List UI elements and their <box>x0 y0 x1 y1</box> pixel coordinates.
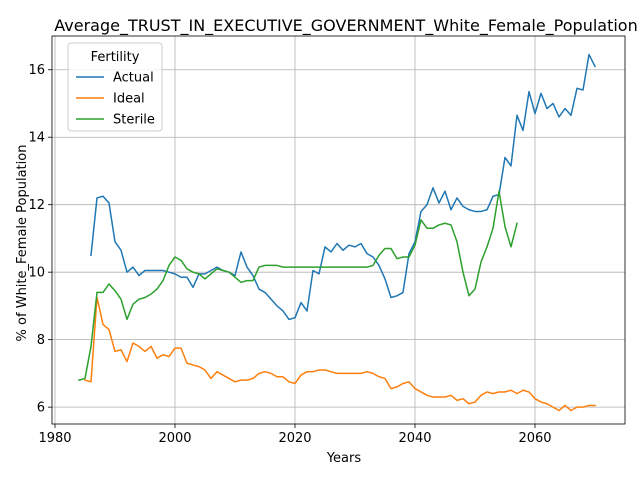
legend: Fertility Actual Ideal Sterile <box>67 42 163 132</box>
x-tick-label: 2000 <box>158 431 191 446</box>
axis-ticks: 1980 2000 2020 2040 2060 6 8 10 12 14 16 <box>28 63 551 446</box>
x-tick-label: 2020 <box>278 431 311 446</box>
y-tick-label: 6 <box>37 401 45 416</box>
series-lines <box>78 53 597 412</box>
y-tick-label: 14 <box>28 131 45 146</box>
y-tick-label: 16 <box>28 63 45 78</box>
y-axis-label: % of White_Female Population <box>15 145 30 342</box>
series-line-sterile <box>78 190 518 382</box>
legend-title: Fertility <box>91 50 140 65</box>
plot-frame <box>51 35 626 425</box>
x-tick-label: 2060 <box>518 431 551 446</box>
legend-box <box>67 42 163 132</box>
y-tick-label: 12 <box>28 198 45 213</box>
x-tick-label: 2040 <box>398 431 431 446</box>
y-tick-label: 8 <box>37 333 45 348</box>
legend-item-sterile: Sterile <box>113 113 155 128</box>
x-tick-label: 1980 <box>38 431 71 446</box>
chart-title: Average_TRUST_IN_EXECUTIVE_GOVERNMENT_Wh… <box>54 16 637 36</box>
series-line-ideal <box>84 296 596 412</box>
legend-item-ideal: Ideal <box>113 92 145 107</box>
legend-item-actual: Actual <box>113 71 154 86</box>
series-line-actual <box>90 53 597 321</box>
x-axis-label: Years <box>326 451 362 466</box>
y-tick-label: 10 <box>28 266 45 281</box>
